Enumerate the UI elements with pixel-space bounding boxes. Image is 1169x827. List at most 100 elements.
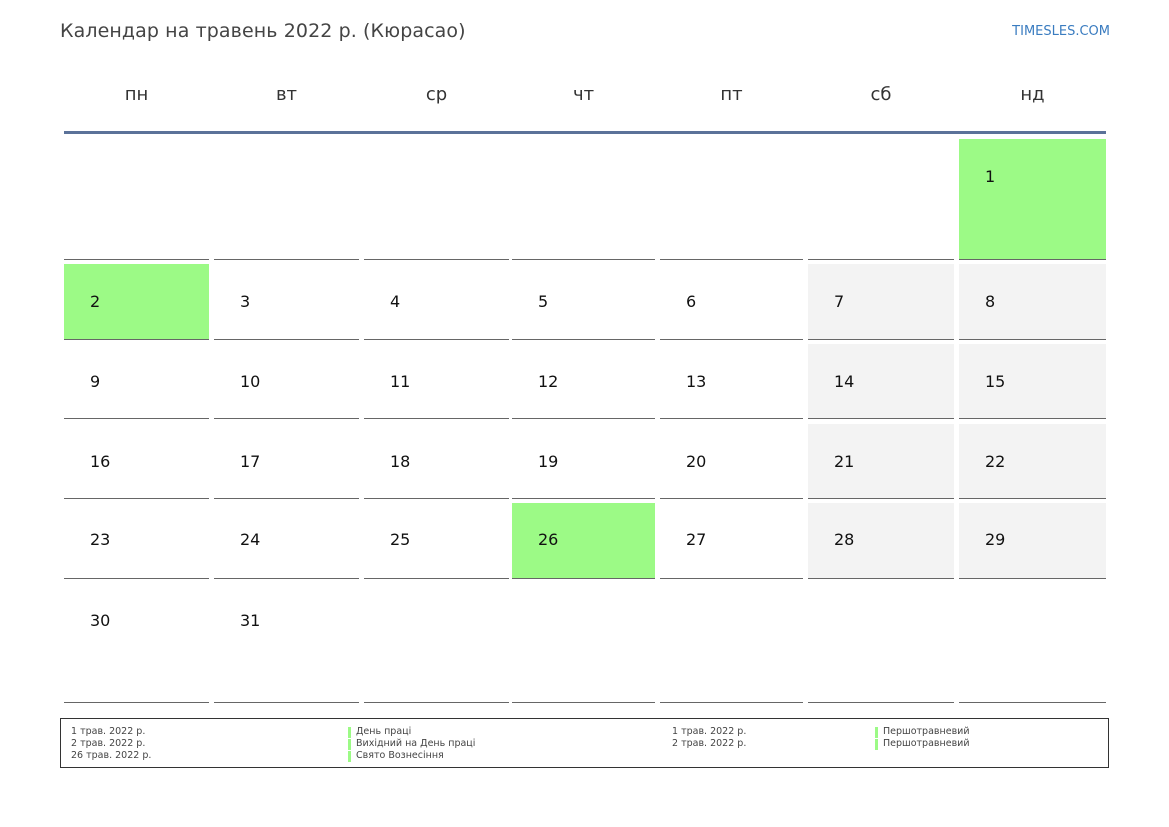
legend-color-marker (348, 751, 351, 762)
cell-divider (364, 418, 509, 419)
cell-divider (214, 578, 359, 579)
day-cell: 19 (512, 424, 655, 499)
day-cell: 3 (214, 264, 359, 340)
cell-divider (512, 702, 655, 703)
day-number: 8 (985, 292, 996, 311)
cell-divider (64, 702, 209, 703)
weekday-label: нд (1020, 84, 1045, 105)
cell-divider (959, 339, 1106, 340)
empty-cell (64, 139, 209, 260)
day-number: 19 (538, 452, 559, 471)
cell-divider (808, 418, 954, 419)
day-number: 23 (90, 530, 111, 549)
day-number: 4 (390, 292, 401, 311)
day-cell: 13 (660, 344, 803, 419)
cell-divider (214, 498, 359, 499)
legend-date: 1 трав. 2022 р. (71, 726, 146, 737)
cell-divider (364, 498, 509, 499)
cell-divider (808, 339, 954, 340)
day-number: 24 (240, 530, 261, 549)
day-number: 30 (90, 611, 111, 630)
day-cell: 14 (808, 344, 954, 419)
cell-divider (214, 259, 359, 260)
day-cell: 16 (64, 424, 209, 499)
day-cell: 29 (959, 503, 1106, 579)
cell-divider (959, 418, 1106, 419)
day-number: 18 (390, 452, 411, 471)
cell-divider (959, 578, 1106, 579)
cell-divider (512, 578, 655, 579)
day-cell: 21 (808, 424, 954, 499)
day-cell: 1 (959, 139, 1106, 260)
cell-divider (214, 339, 359, 340)
legend-color-marker (875, 727, 878, 738)
empty-cell (512, 139, 655, 260)
day-cell: 12 (512, 344, 655, 419)
day-number: 9 (90, 372, 101, 391)
day-cell: 24 (214, 503, 359, 579)
day-cell: 27 (660, 503, 803, 579)
day-cell: 28 (808, 503, 954, 579)
empty-cell (808, 583, 954, 703)
day-cell: 31 (214, 583, 359, 703)
day-number: 13 (686, 372, 707, 391)
cell-divider (64, 259, 209, 260)
cell-divider (808, 702, 954, 703)
empty-cell (214, 139, 359, 260)
weekday-label: вт (275, 84, 298, 105)
site-link[interactable]: TIMESLES.COM (1012, 24, 1110, 39)
day-cell: 23 (64, 503, 209, 579)
cell-divider (660, 259, 803, 260)
cell-divider (808, 259, 954, 260)
day-number: 12 (538, 372, 559, 391)
cell-divider (214, 702, 359, 703)
weekday-header: пн вт ср чт пт сб нд (64, 84, 1106, 114)
cell-divider (959, 259, 1106, 260)
cell-divider (364, 578, 509, 579)
day-number: 22 (985, 452, 1006, 471)
weekday-label: пн (124, 84, 149, 105)
day-number: 17 (240, 452, 261, 471)
cell-divider (959, 498, 1106, 499)
day-cell: 25 (364, 503, 509, 579)
day-cell: 20 (660, 424, 803, 499)
day-number: 15 (985, 372, 1006, 391)
cell-divider (808, 578, 954, 579)
cell-divider (512, 259, 655, 260)
day-cell: 10 (214, 344, 359, 419)
cell-divider (364, 339, 509, 340)
weekday-label: сб (870, 84, 892, 105)
legend-color-marker (875, 739, 878, 750)
day-number: 31 (240, 611, 261, 630)
day-cell: 8 (959, 264, 1106, 340)
weekday-label: чт (572, 84, 595, 105)
cell-divider (660, 498, 803, 499)
day-number: 11 (390, 372, 411, 391)
day-number: 6 (686, 292, 697, 311)
day-number: 5 (538, 292, 549, 311)
day-number: 7 (834, 292, 845, 311)
empty-cell (512, 583, 655, 703)
legend-holiday-name: Вихідний на День праці (356, 738, 476, 749)
day-number: 14 (834, 372, 855, 391)
day-cell: 9 (64, 344, 209, 419)
cell-divider (660, 578, 803, 579)
cell-divider (512, 418, 655, 419)
day-cell: 26 (512, 503, 655, 579)
day-number: 2 (90, 292, 101, 311)
empty-cell (660, 583, 803, 703)
cell-divider (64, 498, 209, 499)
cell-divider (64, 339, 209, 340)
page-title: Календар на травень 2022 р. (Кюрасао) (60, 20, 466, 42)
header-rule (64, 131, 1106, 134)
day-number: 10 (240, 372, 261, 391)
day-number: 21 (834, 452, 855, 471)
cell-divider (660, 339, 803, 340)
legend-holiday-name: Першотравневий (883, 738, 970, 749)
day-cell: 17 (214, 424, 359, 499)
cell-divider (660, 418, 803, 419)
legend-color-marker (348, 739, 351, 750)
day-number: 26 (538, 530, 559, 549)
empty-cell (364, 583, 509, 703)
weekday-label: пт (720, 84, 743, 105)
